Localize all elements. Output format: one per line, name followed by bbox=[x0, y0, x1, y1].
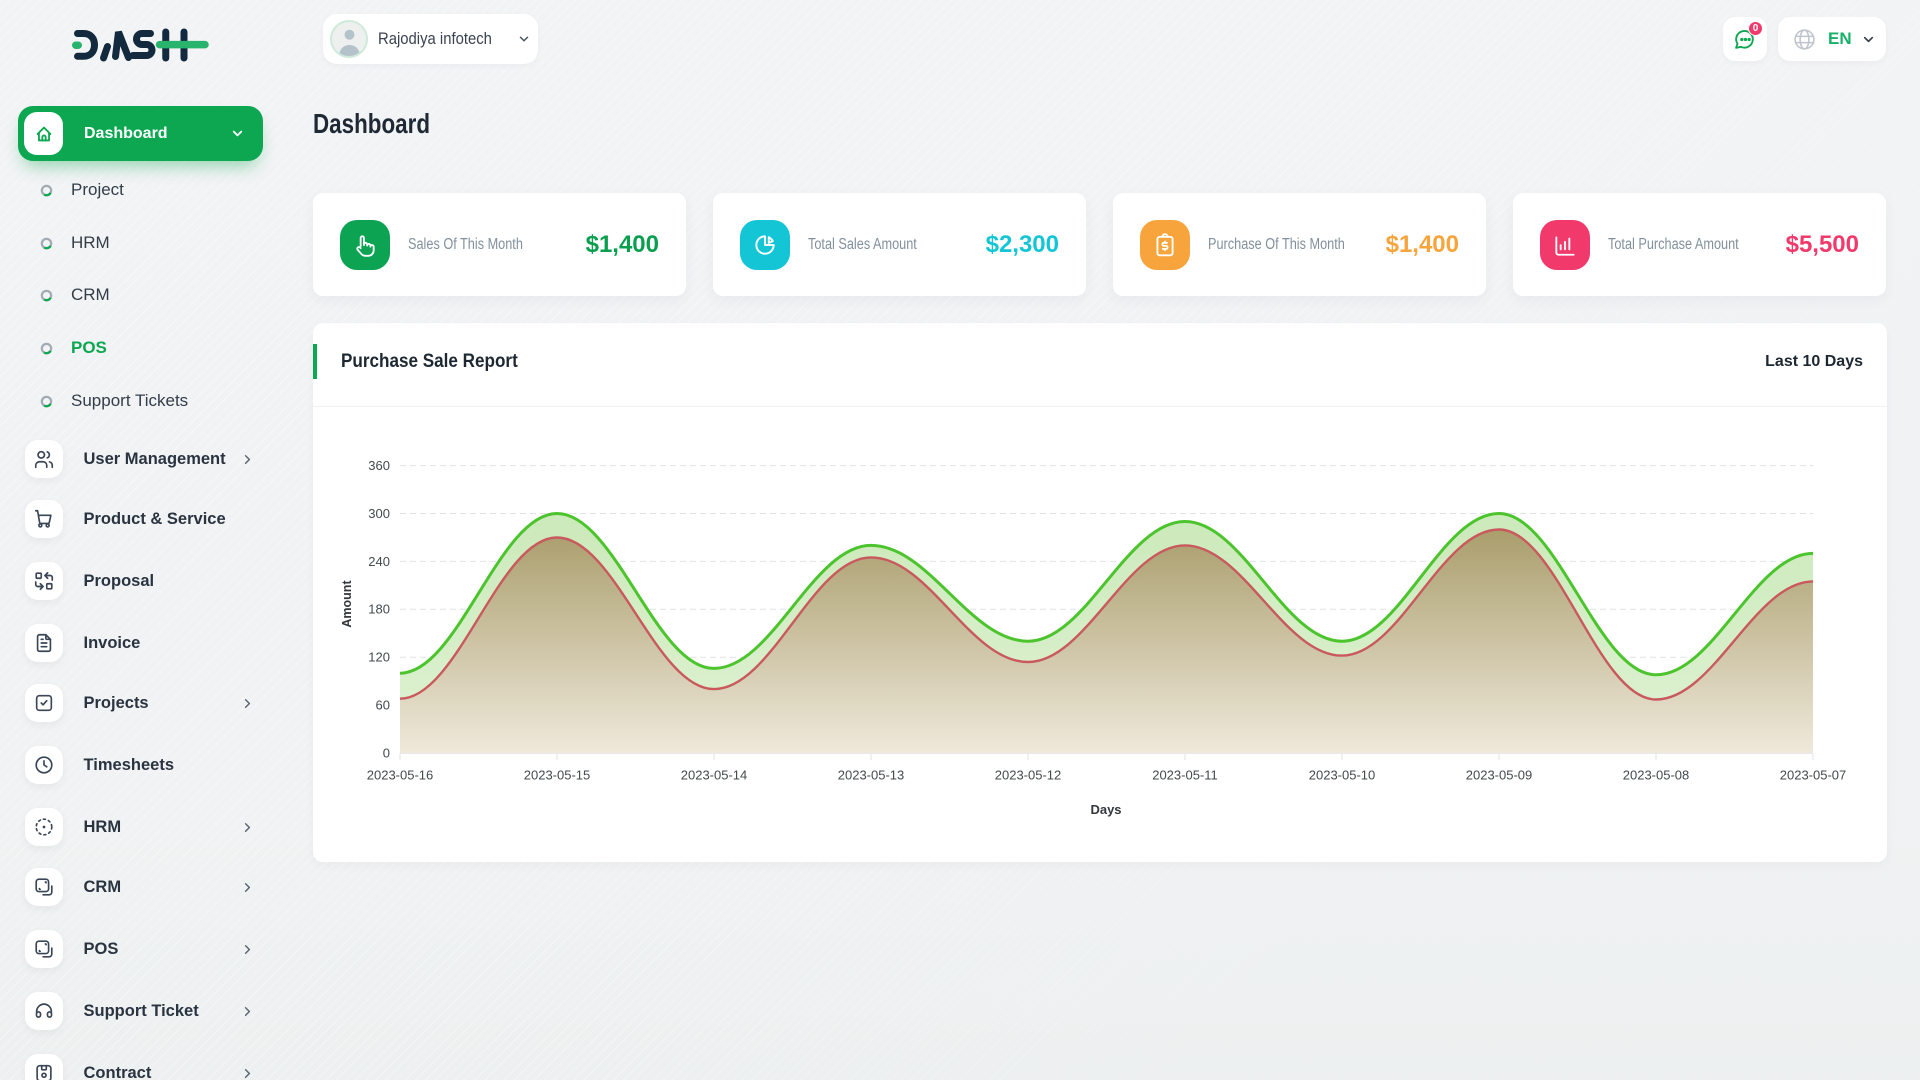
svg-text:60: 60 bbox=[376, 698, 390, 713]
svg-text:2023-05-15: 2023-05-15 bbox=[524, 768, 591, 783]
svg-text:2023-05-16: 2023-05-16 bbox=[367, 768, 434, 783]
svg-text:300: 300 bbox=[368, 506, 390, 521]
svg-text:Amount: Amount bbox=[340, 580, 354, 628]
svg-text:0: 0 bbox=[383, 746, 390, 761]
svg-text:2023-05-11: 2023-05-11 bbox=[1152, 768, 1218, 783]
svg-text:2023-05-10: 2023-05-10 bbox=[1309, 768, 1376, 783]
svg-text:360: 360 bbox=[368, 458, 390, 473]
svg-text:120: 120 bbox=[368, 650, 390, 665]
svg-text:2023-05-08: 2023-05-08 bbox=[1623, 768, 1690, 783]
svg-text:2023-05-07: 2023-05-07 bbox=[1780, 768, 1847, 783]
svg-text:2023-05-14: 2023-05-14 bbox=[681, 768, 748, 783]
svg-text:2023-05-12: 2023-05-12 bbox=[995, 768, 1062, 783]
svg-text:240: 240 bbox=[368, 554, 390, 569]
svg-text:Days: Days bbox=[1090, 802, 1121, 817]
svg-text:2023-05-13: 2023-05-13 bbox=[838, 768, 905, 783]
svg-text:2023-05-09: 2023-05-09 bbox=[1466, 768, 1533, 783]
svg-text:180: 180 bbox=[368, 602, 390, 617]
